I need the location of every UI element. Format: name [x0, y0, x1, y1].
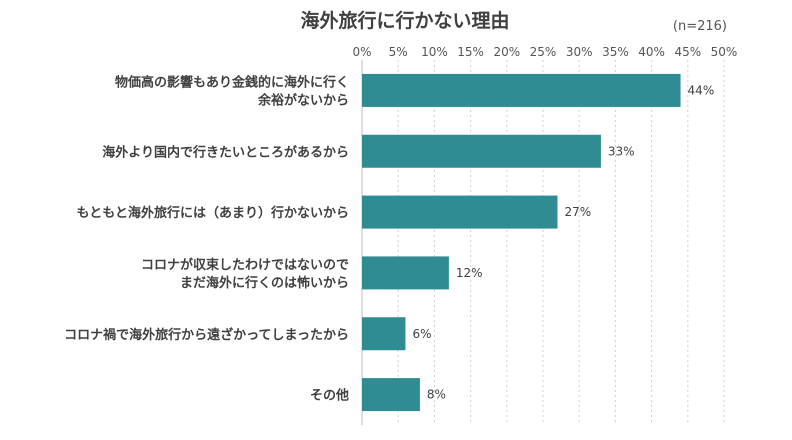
category-labels: 物価高の影響もあり金銭的に海外に行く余裕がないから海外より国内で行きたいところが…	[64, 74, 349, 403]
data-label: 27%	[564, 205, 591, 219]
bar	[362, 195, 558, 229]
category-label: 余裕がないから	[257, 92, 349, 108]
x-axis-ticks: 0% 5% 10% 15% 20% 25% 30% 35% 40% 45% 50%	[352, 45, 737, 59]
x-tick-label: 0%	[352, 45, 371, 59]
x-tick-label: 25%	[530, 45, 557, 59]
bar	[362, 256, 449, 290]
data-label: 44%	[688, 83, 715, 97]
category-label: もともと海外旅行には（あまり）行かないから	[77, 205, 349, 221]
data-labels: 44% 33% 27% 12% 6% 8%	[412, 83, 714, 401]
bar	[362, 73, 681, 107]
bars	[362, 73, 681, 412]
data-label: 8%	[427, 388, 446, 402]
category-label: コロナ禍で海外旅行から遠ざかってしまったから	[64, 327, 349, 343]
category-label: コロナが収束したわけではないので	[141, 257, 349, 273]
category-label: 物価高の影響もあり金銭的に海外に行く	[115, 74, 349, 90]
bar	[362, 134, 601, 168]
category-label: まだ海外に行くのは怖いから	[180, 275, 349, 291]
x-tick-label: 5%	[389, 45, 408, 59]
x-tick-label: 45%	[674, 45, 701, 59]
x-tick-label: 35%	[602, 45, 629, 59]
category-label: その他	[310, 388, 349, 404]
x-tick-label: 10%	[421, 45, 448, 59]
bar	[362, 378, 420, 412]
data-label: 33%	[608, 144, 635, 158]
x-tick-label: 15%	[457, 45, 484, 59]
x-tick-label: 50%	[711, 45, 738, 59]
gridlines	[397, 60, 725, 425]
x-tick-label: 30%	[566, 45, 593, 59]
category-label: 海外より国内で行きたいところがあるから	[102, 144, 349, 160]
data-label: 6%	[412, 327, 431, 341]
data-label: 12%	[456, 266, 483, 280]
chart-title: 海外旅行に行かない理由	[300, 9, 509, 32]
x-tick-label: 20%	[493, 45, 520, 59]
bar	[362, 317, 406, 351]
x-tick-label: 40%	[638, 45, 665, 59]
sample-size-note: (n=216)	[673, 19, 727, 34]
